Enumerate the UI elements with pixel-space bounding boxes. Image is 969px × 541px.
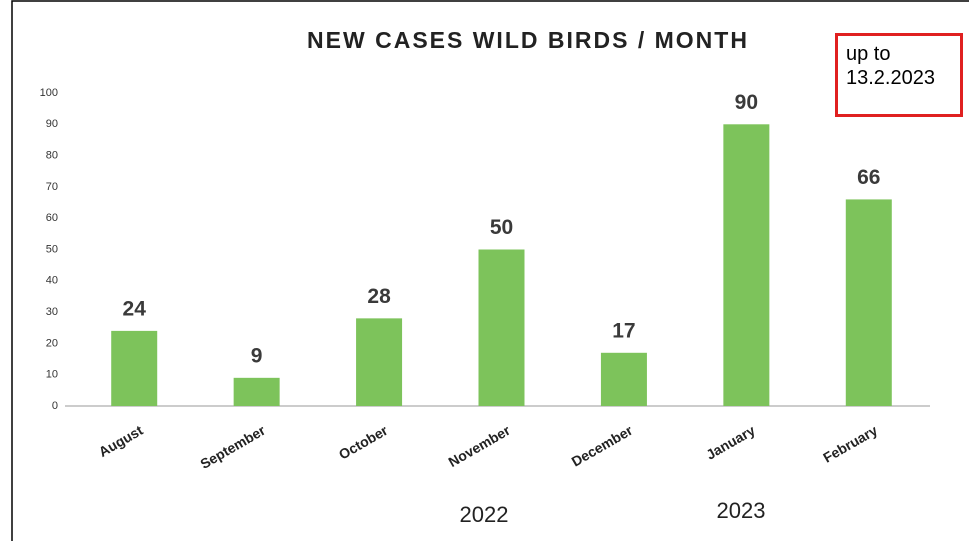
data-label: 28 (367, 285, 391, 308)
y-tick-label: 100 (40, 87, 58, 99)
data-label: 9 (251, 344, 263, 367)
y-tick-label: 80 (46, 150, 58, 162)
y-tick-label: 20 (46, 337, 58, 349)
x-tick-label: December (569, 422, 636, 470)
y-tick-label: 50 (46, 243, 58, 255)
annotation-box: up to 13.2.2023 (835, 33, 963, 117)
group-label: 2022 (460, 502, 509, 527)
y-tick-label: 70 (46, 181, 58, 193)
x-tick-label: November (446, 422, 514, 470)
data-label: 24 (123, 297, 147, 320)
data-label: 50 (490, 216, 513, 239)
bar (478, 249, 525, 406)
y-tick-label: 30 (46, 306, 58, 318)
x-tick-label: October (336, 422, 391, 463)
y-tick-label: 0 (52, 400, 58, 412)
y-tick-label: 40 (46, 275, 58, 287)
bar (600, 352, 647, 406)
frame (11, 0, 969, 541)
y-tick-label: 10 (46, 369, 58, 381)
y-tick-label: 60 (46, 212, 58, 224)
data-label: 17 (612, 319, 635, 342)
chart-title: NEW CASES WILD BIRDS / MONTH (307, 27, 749, 53)
group-label: 2023 (717, 498, 766, 523)
bar (845, 199, 892, 406)
bar (233, 377, 280, 406)
x-tick-label: January (703, 422, 758, 463)
data-label: 66 (857, 166, 880, 189)
data-label: 90 (735, 91, 758, 114)
bar (723, 124, 770, 407)
bar (356, 318, 403, 406)
x-tick-label: August (96, 422, 146, 460)
annotation: up to 13.2.2023 (846, 43, 935, 89)
y-tick-label: 90 (46, 118, 58, 130)
bar (111, 330, 158, 406)
x-tick-label: September (197, 422, 268, 472)
x-tick-label: February (820, 422, 880, 466)
